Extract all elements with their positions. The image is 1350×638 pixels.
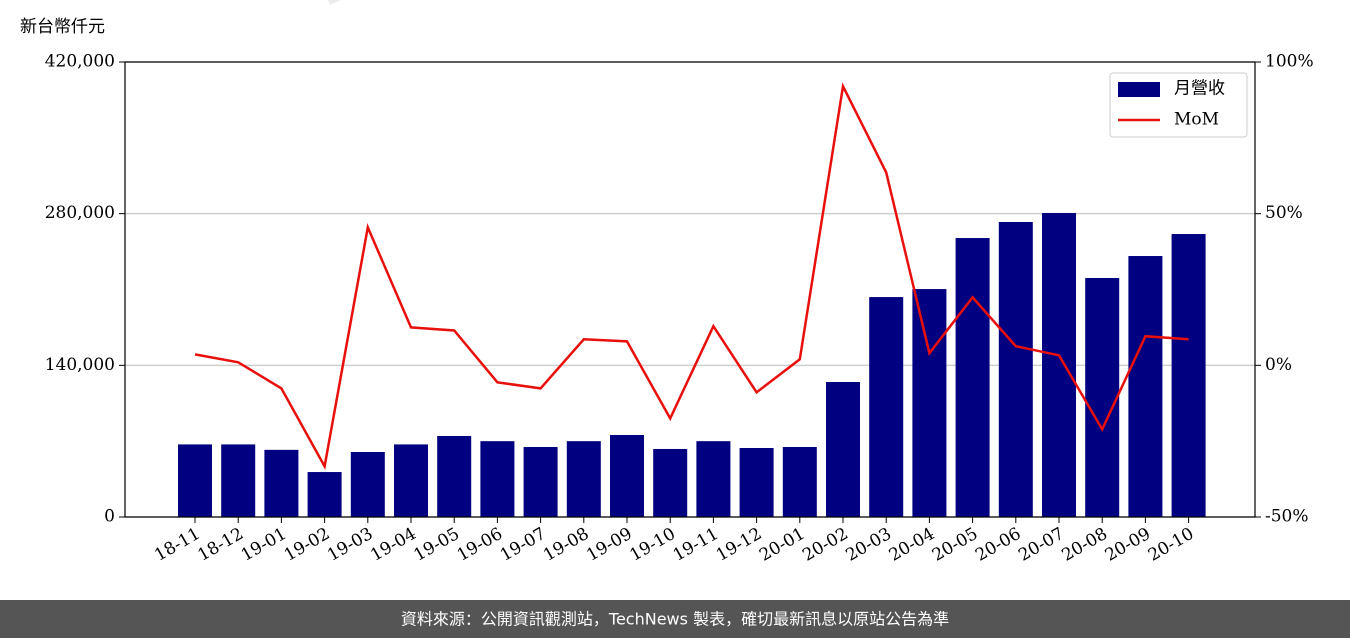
footer-band <box>0 600 1350 638</box>
bar <box>1085 278 1120 517</box>
x-tick-label: 20-01 <box>756 524 808 566</box>
x-tick-label: 20-03 <box>843 524 895 566</box>
bar <box>221 444 256 517</box>
x-tick-label: 19-10 <box>627 524 679 566</box>
bar <box>480 441 515 517</box>
bar <box>610 434 644 517</box>
bar <box>998 222 1033 517</box>
y2-tick-label: -50% <box>1265 507 1309 527</box>
x-tick-label: 20-07 <box>1015 524 1067 566</box>
bar <box>523 447 558 517</box>
line <box>194 82 1189 471</box>
bar <box>826 382 860 517</box>
bar <box>912 289 947 517</box>
x-tick-label: 19-12 <box>713 524 765 566</box>
x-tick-label: 19-03 <box>324 524 376 566</box>
plot-frame <box>124 61 1256 518</box>
y-tick-label: 420,000 <box>45 52 115 72</box>
x-tick-label: 19-11 <box>670 524 722 566</box>
y-axis-label: 新台幣仟元 <box>20 17 105 37</box>
bar <box>566 441 601 517</box>
bar <box>350 452 385 517</box>
bar <box>696 441 731 517</box>
bar <box>782 447 817 517</box>
bar <box>178 444 212 517</box>
bar <box>955 238 990 517</box>
y2-tick-label: 100% <box>1265 52 1314 72</box>
x-tick-label: 19-09 <box>583 524 635 566</box>
x-tick-label: 20-06 <box>972 524 1024 566</box>
legend-label: MoM <box>1174 110 1219 130</box>
x-tick-label: 20-08 <box>1059 524 1111 566</box>
legend: 月營收 MoM <box>1109 72 1248 138</box>
x-tick-label: 20-04 <box>886 524 938 566</box>
x-tick-label: 19-01 <box>238 524 290 566</box>
bar <box>1171 234 1206 518</box>
watermark: TechNews <box>209 0 1350 71</box>
x-tick-label: 19-04 <box>367 524 419 566</box>
x-tick-label: 19-06 <box>454 524 506 566</box>
y2-tick-label: 0% <box>1265 355 1292 375</box>
y-tick-label: 140,000 <box>45 355 115 375</box>
y-tick-label: 280,000 <box>45 203 115 223</box>
bar <box>739 447 774 517</box>
x-tick-label: 20-05 <box>929 524 981 566</box>
bar <box>264 449 299 517</box>
legend-label: 月營收 <box>1174 79 1225 99</box>
bar <box>653 448 688 517</box>
y-tick-label: 0 <box>104 507 115 527</box>
x-tick-label: 19-07 <box>497 524 549 566</box>
x-tick-label: 19-08 <box>540 524 592 566</box>
legend-swatch <box>1118 82 1160 97</box>
x-tick-label: 18-11 <box>151 524 203 566</box>
x-tick-label: 20-02 <box>799 524 851 566</box>
bar <box>1042 213 1076 517</box>
bar <box>1128 256 1163 517</box>
footer: 資料來源：公開資訊觀測站，TechNews 製表，確切最新訊息以原站公告為準 <box>401 610 949 629</box>
x-tick-label: 20-10 <box>1145 524 1197 566</box>
x-tick-label: 19-05 <box>411 524 463 566</box>
x-tick-label: 20-09 <box>1102 524 1154 566</box>
x-tick-label: 19-02 <box>281 524 333 566</box>
y2-tick-label: 50% <box>1265 203 1303 223</box>
bar <box>307 472 342 517</box>
bar <box>437 435 472 517</box>
bar <box>869 297 904 517</box>
x-tick-label: 18-12 <box>195 524 247 566</box>
bar <box>394 444 428 517</box>
